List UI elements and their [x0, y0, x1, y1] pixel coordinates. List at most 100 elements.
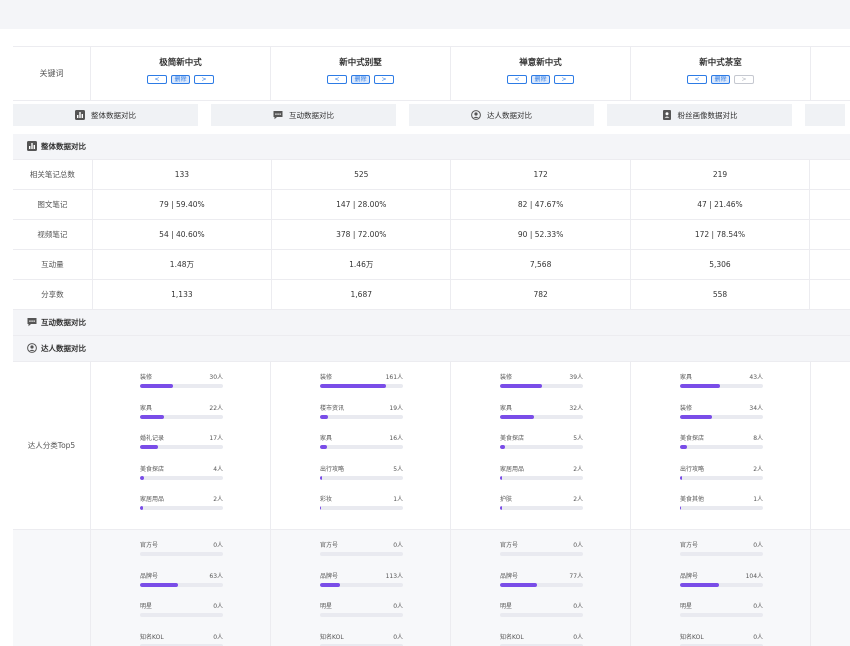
bar-track — [500, 643, 584, 646]
bar-fill — [500, 475, 503, 480]
tab-3[interactable]: 达人数据对比 — [409, 104, 594, 126]
tab-2[interactable]: 互动数据对比 — [211, 104, 396, 126]
bar-name: 出行攻略 — [320, 465, 345, 473]
bar-name: 明星 — [320, 603, 333, 610]
bar-item: 官方号 0人 — [140, 540, 224, 571]
bar-track — [320, 445, 404, 449]
bar-fill — [140, 506, 143, 510]
bar-track — [680, 506, 764, 510]
bar-item: 彩妆 1人 — [320, 494, 404, 525]
table-cell: 1.48万 — [93, 250, 273, 279]
bar-item: 护肤 2人 — [500, 494, 584, 525]
bar-track — [140, 643, 224, 646]
bar-header: 美食探店 4人 — [140, 464, 223, 474]
delete-keyword-button[interactable]: 删除 — [171, 75, 191, 84]
bar-item: 家居用品 2人 — [140, 494, 224, 525]
move-right-button[interactable]: > — [374, 75, 395, 84]
bar-track — [140, 552, 224, 556]
bar-name: 知名KOL — [500, 633, 524, 641]
table-cell: 558 — [631, 280, 811, 309]
bar-value: 2人 — [573, 496, 584, 503]
table-cell: 782 — [451, 280, 631, 309]
bar-item: 婚礼记录 17人 — [140, 433, 224, 464]
bar-track — [500, 506, 584, 510]
bar-value: 43人 — [749, 374, 764, 381]
keyword-name: 禅意新中式 — [519, 58, 562, 68]
move-left-button[interactable]: < — [687, 75, 708, 84]
bar-track — [320, 414, 404, 419]
move-left-button[interactable]: < — [327, 75, 348, 84]
move-left-button[interactable]: < — [507, 75, 528, 84]
bar-header: 品牌号 104人 — [680, 571, 763, 581]
bar-fill — [500, 445, 506, 449]
tab-1[interactable]: 整体数据对比 — [13, 104, 198, 126]
keyword-column-overflow — [811, 47, 850, 100]
bar-header: 家具 32人 — [500, 403, 583, 413]
bar-fill — [320, 475, 323, 480]
bar-chart-icon — [75, 110, 85, 120]
keyword-column: 极简新中式 < 删除 > — [91, 47, 272, 100]
keyword-controls: < 删除 > — [327, 75, 395, 84]
bar-item: 品牌号 77人 — [500, 571, 584, 602]
table-cell: 133 — [93, 160, 273, 189]
bar-item: 知名KOL 0人 — [140, 632, 224, 646]
bar-name: 美食探店 — [140, 465, 165, 473]
delete-keyword-button[interactable]: 删除 — [711, 75, 731, 84]
bar-header: 品牌号 63人 — [140, 571, 223, 581]
delete-keyword-button[interactable]: 删除 — [351, 75, 371, 84]
bar-fill — [680, 445, 688, 449]
bar-track — [500, 445, 584, 449]
delete-keyword-button[interactable]: 删除 — [531, 75, 551, 84]
bar-track — [140, 613, 224, 617]
bar-header: 护肤 2人 — [500, 494, 583, 504]
row-label: 相关笔记总数 — [13, 160, 93, 189]
move-right-button[interactable]: > — [194, 75, 215, 84]
tab-4[interactable]: 粉丝画像数据对比 — [607, 104, 792, 126]
bar-name: 官方号 — [680, 542, 699, 549]
creator-type-overflow — [811, 530, 850, 646]
bar-fill — [680, 582, 720, 587]
section-interaction-header: 互动数据对比 — [13, 310, 850, 336]
bar-value: 0人 — [573, 542, 584, 549]
table-cell-overflow — [810, 220, 850, 249]
bar-name: 装修 — [680, 404, 693, 412]
bar-value: 19人 — [389, 404, 404, 412]
bar-track — [500, 475, 584, 480]
keyword-name: 极简新中式 — [159, 58, 202, 68]
bar-track — [140, 582, 224, 587]
bar-item: 楼市资讯 19人 — [320, 403, 404, 434]
section-creator-header: 达人数据对比 — [13, 336, 850, 362]
move-right-button[interactable]: > — [554, 75, 575, 84]
table-cell: 378 | 72.00% — [272, 220, 452, 249]
table-cell: 79 | 59.40% — [93, 190, 273, 219]
bar-fill — [320, 414, 329, 419]
bar-fill — [320, 445, 327, 449]
table-cell: 1,133 — [93, 280, 273, 309]
bar-item: 品牌号 104人 — [680, 571, 764, 602]
move-left-button[interactable]: < — [147, 75, 168, 84]
tab-overflow[interactable] — [805, 104, 845, 126]
bar-name: 明星 — [140, 603, 153, 610]
bar-header: 官方号 0人 — [140, 540, 223, 550]
bar-name: 美食探店 — [680, 435, 705, 442]
bar-fill — [680, 475, 682, 480]
bar-value: 5人 — [393, 465, 404, 473]
top-bar — [0, 0, 850, 29]
bar-item: 装修 161人 — [320, 372, 404, 403]
move-right-button[interactable]: > — [734, 75, 755, 84]
bar-track — [680, 643, 764, 646]
bar-column: 家具 43人 装修 34人 美食探店 8人 出行攻略 2人 美食其他 1人 — [631, 362, 812, 529]
bar-fill — [680, 506, 681, 510]
user-icon — [471, 110, 481, 120]
table-row: 分享数 1,133 1,687 782 558 — [13, 280, 850, 310]
creator-top5-block: 达人分类Top5 装修 30人 家具 22人 婚礼记录 17人 美食探店 4人 家居用品 2人 装修… — [13, 362, 850, 530]
tab-label: 达人数据对比 — [487, 110, 532, 120]
bar-header: 家居用品 2人 — [500, 464, 583, 474]
bar-item: 美食其他 1人 — [680, 494, 764, 525]
bar-value: 1人 — [393, 496, 404, 503]
bar-header: 装修 34人 — [680, 403, 763, 413]
bar-item: 品牌号 113人 — [320, 571, 404, 602]
bar-name: 楼市资讯 — [320, 404, 345, 412]
bar-header: 知名KOL 0人 — [680, 632, 763, 642]
bar-value: 2人 — [213, 496, 224, 503]
